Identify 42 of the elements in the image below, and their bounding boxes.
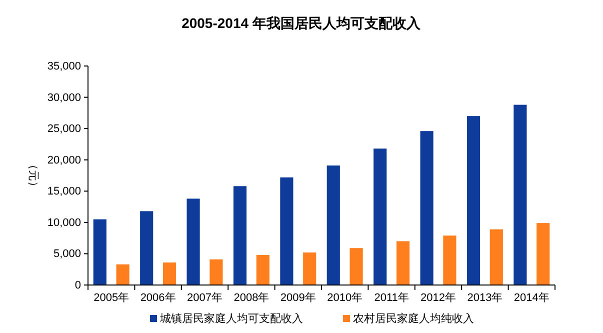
y-axis-title: （元） <box>27 159 39 192</box>
bar <box>280 177 294 285</box>
y-tick-label: 5,000 <box>53 248 81 260</box>
bar <box>396 241 410 285</box>
bar <box>420 131 434 285</box>
bar <box>536 223 550 285</box>
y-tick-label: 0 <box>74 280 81 292</box>
x-tick-label: 2006年 <box>140 292 176 304</box>
x-tick-label: 2010年 <box>327 292 363 304</box>
bar <box>186 198 200 285</box>
x-tick-label: 2011年 <box>374 292 409 304</box>
chart-title: 2005-2014 年我国居民人均可支配收入 <box>182 15 422 31</box>
bar <box>514 104 527 285</box>
x-tick-label: 2013年 <box>467 292 503 304</box>
y-tick-label: 30,000 <box>47 92 81 104</box>
y-tick-label: 10,000 <box>47 216 81 229</box>
bar <box>374 148 387 285</box>
x-tick-label: 2014年 <box>514 292 550 304</box>
bar <box>350 248 363 285</box>
bar <box>490 229 503 285</box>
bar <box>116 264 130 285</box>
y-tick-label: 35,000 <box>47 60 81 73</box>
x-tick-label: 2009年 <box>280 292 316 304</box>
x-tick-label: 2008年 <box>234 292 270 304</box>
bar <box>443 236 456 285</box>
bar <box>326 165 340 285</box>
x-tick-label: 2007年 <box>187 292 222 304</box>
bar <box>93 219 106 285</box>
bar <box>303 252 316 285</box>
bar <box>466 116 480 285</box>
legend-label: 城镇居民家庭人均可支配收入 <box>159 312 303 325</box>
bar <box>256 254 270 285</box>
x-tick-label: 2005年 <box>94 292 130 304</box>
bar <box>162 262 176 285</box>
legend-label: 农村居民家庭人均纯收入 <box>353 312 474 325</box>
bar <box>210 259 223 285</box>
bar <box>140 211 154 285</box>
y-tick-label: 25,000 <box>47 123 81 136</box>
x-tick-label: 2012年 <box>420 292 456 304</box>
y-tick-label: 20,000 <box>47 154 81 166</box>
bar <box>233 186 247 285</box>
y-tick-label: 15,000 <box>47 186 81 198</box>
